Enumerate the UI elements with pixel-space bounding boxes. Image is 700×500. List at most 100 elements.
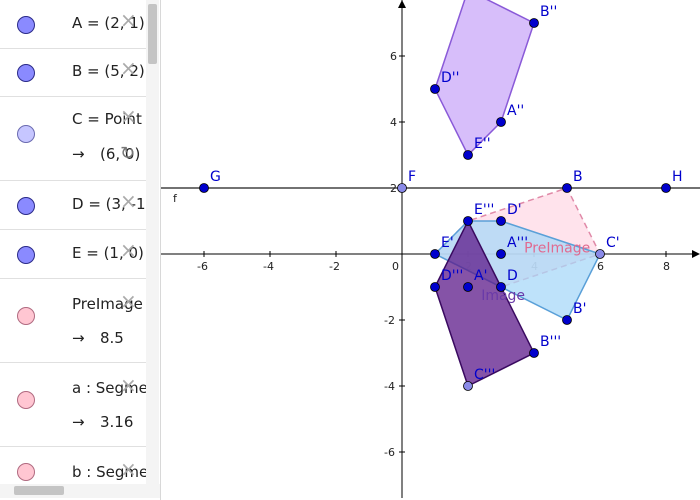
algebra-row[interactable]: a : Segmen × → 3.16 xyxy=(0,363,157,447)
y-tick-label: 4 xyxy=(390,116,397,129)
algebra-row-value: 3.16 xyxy=(100,413,134,431)
algebra-row-label: A = (2, 1) xyxy=(72,14,145,32)
x-tick-label: -6 xyxy=(197,260,208,273)
x-tick-label: 0 xyxy=(392,260,399,273)
algebra-row[interactable]: A = (2, 1) × xyxy=(0,0,146,49)
point-D-prime[interactable] xyxy=(496,216,506,226)
x-tick-label: -4 xyxy=(263,260,274,273)
delete-icon[interactable]: × xyxy=(120,56,137,80)
x-tick-label: 8 xyxy=(663,260,670,273)
point-B-prime-prime[interactable] xyxy=(529,18,539,28)
polygon-lavender[interactable] xyxy=(434,0,535,157)
point-A-prime-prime[interactable] xyxy=(496,117,506,127)
visibility-toggle[interactable] xyxy=(17,196,35,215)
visibility-toggle[interactable] xyxy=(17,307,35,325)
point-C-prime-prime-prime[interactable] xyxy=(463,381,473,391)
delete-icon[interactable]: × xyxy=(120,189,137,213)
algebra-vertical-scroll-thumb[interactable] xyxy=(148,4,157,64)
point-label: D' xyxy=(507,202,522,218)
redefine-icon[interactable]: ↻ xyxy=(120,143,136,164)
x-tick-label: 6 xyxy=(597,260,604,273)
arrow-icon: → xyxy=(72,413,85,431)
point-A-prime[interactable] xyxy=(463,282,473,292)
point-C-prime[interactable] xyxy=(595,249,605,259)
visibility-toggle[interactable] xyxy=(17,15,35,34)
point-label: G xyxy=(210,169,221,185)
y-axis-arrow xyxy=(398,0,406,8)
visibility-toggle[interactable] xyxy=(17,245,35,264)
visibility-toggle[interactable] xyxy=(17,463,35,481)
algebra-horizontal-scroll-thumb[interactable] xyxy=(14,486,64,495)
polygon-purple[interactable] xyxy=(434,219,536,388)
algebra-row-value: (6, 0) xyxy=(100,145,141,163)
algebra-row[interactable]: PreImage × → 8.5 xyxy=(0,279,146,363)
point-label: B' xyxy=(573,301,586,317)
x-axis-arrow xyxy=(692,250,700,258)
algebra-row[interactable]: B = (5, 2) × xyxy=(0,49,146,97)
visibility-toggle[interactable] xyxy=(17,64,35,82)
point-label: A' xyxy=(474,268,487,284)
delete-icon[interactable]: × xyxy=(120,373,137,397)
algebra-view: A = (2, 1) × B = (5, 2) × C = Point × → (6, 0) ↻… xyxy=(0,0,161,500)
point-label: E''' xyxy=(474,202,494,218)
point-A-prime-prime-prime[interactable] xyxy=(496,249,506,259)
point-label: F xyxy=(408,169,416,185)
algebra-row-label: D = (3, -1 xyxy=(72,195,146,213)
point-E-prime[interactable] xyxy=(430,249,440,259)
arrow-icon: → xyxy=(72,329,85,347)
point-B[interactable] xyxy=(562,183,572,193)
line-f-label: f xyxy=(173,192,178,205)
graphics-view[interactable]: f-6-4-202468642-2-4-6PreImageImageGFBHD'… xyxy=(161,0,700,500)
point-label: B'' xyxy=(540,4,557,20)
algebra-row-label: B = (5, 2) xyxy=(72,62,145,80)
y-tick-label: -4 xyxy=(384,380,395,393)
algebra-row[interactable]: E = (1, 0) × xyxy=(0,230,146,279)
algebra-row[interactable]: b : Segmen × xyxy=(0,447,158,497)
algebra-vertical-scrollbar[interactable] xyxy=(146,0,159,484)
visibility-toggle[interactable] xyxy=(17,391,35,409)
delete-icon[interactable]: × xyxy=(120,457,137,481)
point-label: D''' xyxy=(441,268,463,284)
point-label: B''' xyxy=(540,334,561,350)
point-label: E' xyxy=(441,235,454,251)
point-label: A''' xyxy=(507,235,528,251)
point-label: C' xyxy=(606,235,620,251)
image-label: Image xyxy=(481,288,525,304)
point-label: A'' xyxy=(507,103,524,119)
y-tick-label: -6 xyxy=(384,446,395,459)
point-label: D'' xyxy=(441,70,459,86)
point-D-prime-prime[interactable] xyxy=(430,84,440,94)
delete-icon[interactable]: × xyxy=(120,8,137,32)
preimage-label: PreImage xyxy=(524,240,590,256)
x-tick-label: -2 xyxy=(329,260,340,273)
algebra-row-value: 8.5 xyxy=(100,329,124,347)
point-F[interactable] xyxy=(397,183,407,193)
delete-icon[interactable]: × xyxy=(120,289,137,313)
point-label: H xyxy=(672,169,683,185)
y-tick-label: 2 xyxy=(390,182,397,195)
point-label: E'' xyxy=(474,136,491,152)
algebra-row-label: C = Point xyxy=(72,110,142,128)
point-B-prime[interactable] xyxy=(562,315,572,325)
point-G[interactable] xyxy=(199,183,209,193)
algebra-row[interactable]: D = (3, -1 × xyxy=(0,181,146,230)
algebra-row[interactable]: C = Point × → (6, 0) ↻ xyxy=(0,97,146,181)
y-tick-label: 6 xyxy=(390,50,397,63)
algebra-row-label: E = (1, 0) xyxy=(72,244,144,262)
point-E-prime-prime[interactable] xyxy=(463,150,473,160)
delete-icon[interactable]: × xyxy=(120,104,137,128)
point-H[interactable] xyxy=(661,183,671,193)
algebra-row-label: b : Segmen xyxy=(72,463,158,481)
delete-icon[interactable]: × xyxy=(120,238,137,262)
point-E-prime-prime-prime[interactable] xyxy=(463,216,473,226)
point-D-prime-prime-prime[interactable] xyxy=(430,282,440,292)
point-label: B xyxy=(573,169,583,185)
algebra-row-label: a : Segmen xyxy=(72,379,158,397)
arrow-icon: → xyxy=(72,145,85,163)
y-tick-label: -2 xyxy=(384,314,395,327)
algebra-row-label: PreImage xyxy=(72,295,143,313)
visibility-toggle[interactable] xyxy=(17,125,35,143)
point-label: C''' xyxy=(474,367,495,383)
point-B-prime-prime-prime[interactable] xyxy=(529,348,539,358)
point-D[interactable] xyxy=(496,282,506,292)
